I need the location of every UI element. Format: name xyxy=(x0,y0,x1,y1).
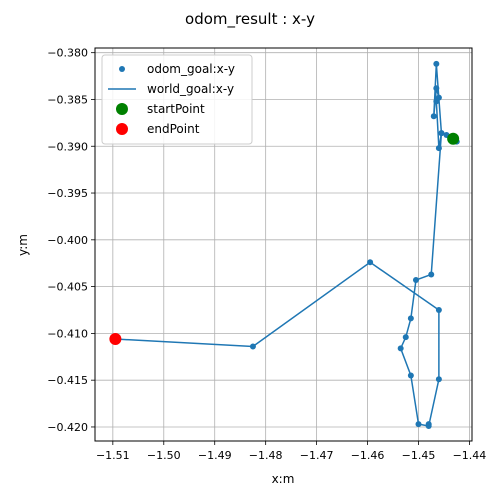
x-tick-label: −1.46 xyxy=(351,449,385,462)
x-tick-label: −1.47 xyxy=(300,449,334,462)
series-layer xyxy=(109,60,460,430)
legend-marker-swatch xyxy=(116,103,128,115)
y-axis-label: y:m xyxy=(16,234,30,256)
x-axis-label: x:m xyxy=(272,472,295,486)
x-tick-label: −1.50 xyxy=(147,449,181,462)
legend-marker-swatch xyxy=(116,123,128,135)
x-tick-label: −1.48 xyxy=(249,449,283,462)
legend: odom_goal:x-y world_goal:x-y startPoint end… xyxy=(101,54,253,145)
chart-title: odom_result : x-y xyxy=(185,10,315,29)
x-tick-label: −1.45 xyxy=(402,449,436,462)
x-tick-label: −1.51 xyxy=(96,449,130,462)
legend-marker-swatch xyxy=(119,66,125,72)
y-tick-label: −0.385 xyxy=(47,93,88,106)
y-tick-label: −0.380 xyxy=(47,47,88,60)
y-tick-label: −0.415 xyxy=(47,374,88,387)
start-point-marker xyxy=(447,132,460,145)
world-goal-line xyxy=(115,63,458,427)
legend-box xyxy=(101,54,253,145)
y-tick-label: −0.420 xyxy=(47,421,88,434)
y-tick-label: −0.410 xyxy=(47,327,88,340)
legend-label: odom_goal:x-y xyxy=(147,62,235,76)
x-tick-label: −1.49 xyxy=(198,449,232,462)
y-tick-label: −0.395 xyxy=(47,187,88,200)
legend-label: startPoint xyxy=(147,102,205,116)
legend-label: world_goal:x-y xyxy=(147,82,234,96)
grid xyxy=(95,48,472,441)
x-tick-label: −1.44 xyxy=(453,449,487,462)
y-tick-label: −0.405 xyxy=(47,281,88,294)
end-point-marker xyxy=(109,333,122,346)
plot-area-frame xyxy=(94,47,473,442)
axes: −1.51 −1.50 −1.49 −1.48 −1.47 −1.46 −1.45 −1.44… xyxy=(47,47,486,462)
legend-label: endPoint xyxy=(147,122,200,136)
y-tick-label: −0.400 xyxy=(47,234,88,247)
y-tick-label: −0.390 xyxy=(47,140,88,153)
